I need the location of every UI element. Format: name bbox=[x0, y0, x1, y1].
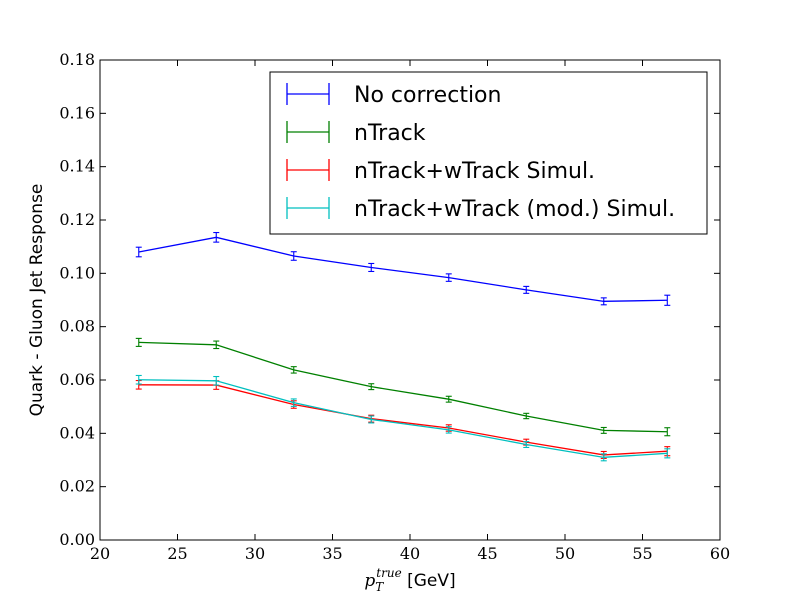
y-axis-label: Quark - Gluon Jet Response bbox=[27, 184, 47, 417]
legend-label: nTrack bbox=[354, 121, 426, 146]
error-bar bbox=[600, 297, 607, 306]
legend-box bbox=[269, 71, 708, 235]
error-bar bbox=[445, 426, 452, 434]
error-bar bbox=[213, 375, 220, 386]
x-axis-label-unit: [GeV] bbox=[402, 571, 456, 591]
legend-label: nTrack+wTrack Simul. bbox=[354, 159, 595, 184]
legend-entry: nTrack+wTrack Simul. bbox=[286, 159, 595, 184]
error-bar bbox=[135, 337, 142, 347]
x-axis-label-sub: T bbox=[375, 580, 384, 594]
error-bar bbox=[290, 366, 297, 374]
legend-entry: No correction bbox=[286, 83, 501, 108]
error-bar bbox=[664, 294, 671, 306]
error-bar bbox=[368, 415, 375, 424]
error-bar bbox=[213, 340, 220, 350]
error-bar bbox=[290, 398, 297, 407]
series-line bbox=[138, 379, 668, 458]
x-tick-label: 50 bbox=[555, 544, 575, 563]
series-2 bbox=[135, 337, 671, 437]
error-bar bbox=[523, 412, 530, 420]
legend-label: No correction bbox=[354, 83, 501, 108]
legend-entry: nTrack+wTrack (mod.) Simul. bbox=[286, 197, 675, 222]
x-axis-label-main: p bbox=[364, 571, 375, 591]
error-bar bbox=[523, 441, 530, 449]
legend-entry: nTrack bbox=[286, 121, 426, 146]
x-tick-label: 20 bbox=[90, 544, 110, 563]
x-tick-label: 25 bbox=[167, 544, 187, 563]
error-bar bbox=[523, 285, 530, 294]
error-bar bbox=[664, 448, 671, 459]
x-axis-label: pTtrue [GeV] bbox=[364, 566, 455, 594]
x-tick-label: 30 bbox=[245, 544, 265, 563]
y-tick-label: 0.16 bbox=[59, 103, 95, 122]
y-tick-label: 0.18 bbox=[59, 50, 95, 69]
y-tick-label: 0.12 bbox=[59, 210, 95, 229]
y-tick-label: 0.06 bbox=[59, 370, 95, 389]
error-bar bbox=[600, 453, 607, 462]
error-bar bbox=[135, 374, 142, 385]
y-tick-label: 0.10 bbox=[59, 263, 95, 282]
y-tick-label: 0.04 bbox=[59, 423, 95, 442]
y-tick-label: 0.00 bbox=[59, 530, 95, 549]
series-line bbox=[138, 236, 668, 302]
x-tick-label: 40 bbox=[400, 544, 420, 563]
error-bar bbox=[664, 427, 671, 437]
series-layer bbox=[135, 231, 671, 462]
error-bar bbox=[135, 246, 142, 258]
error-bar bbox=[213, 231, 220, 243]
x-axis-label-sup: true bbox=[376, 566, 401, 580]
series-line bbox=[138, 384, 668, 456]
y-tick-label: 0.14 bbox=[59, 157, 95, 176]
x-tick-label: 55 bbox=[632, 544, 652, 563]
legend-label: nTrack+wTrack (mod.) Simul. bbox=[354, 197, 675, 222]
x-tick-label: 35 bbox=[322, 544, 342, 563]
error-bar bbox=[445, 395, 452, 403]
error-bar bbox=[368, 383, 375, 391]
legend: No correction nTrack nTrack+wTrack Simul. n… bbox=[269, 71, 708, 235]
series-1 bbox=[135, 231, 671, 306]
ticks-layer: 20 25 30 35 40 45 50 55 60 0.00 0.02 0.04 0.06 0.08 0.… bbox=[59, 50, 730, 563]
x-tick-label: 60 bbox=[710, 544, 730, 563]
error-bar bbox=[368, 262, 375, 273]
series-4 bbox=[135, 374, 671, 462]
error-bar bbox=[445, 273, 452, 282]
y-tick-label: 0.02 bbox=[59, 477, 95, 496]
error-bar bbox=[290, 251, 297, 261]
error-bar bbox=[600, 426, 607, 434]
series-line bbox=[138, 341, 668, 433]
y-tick-label: 0.08 bbox=[59, 317, 95, 336]
x-tick-label: 45 bbox=[477, 544, 497, 563]
